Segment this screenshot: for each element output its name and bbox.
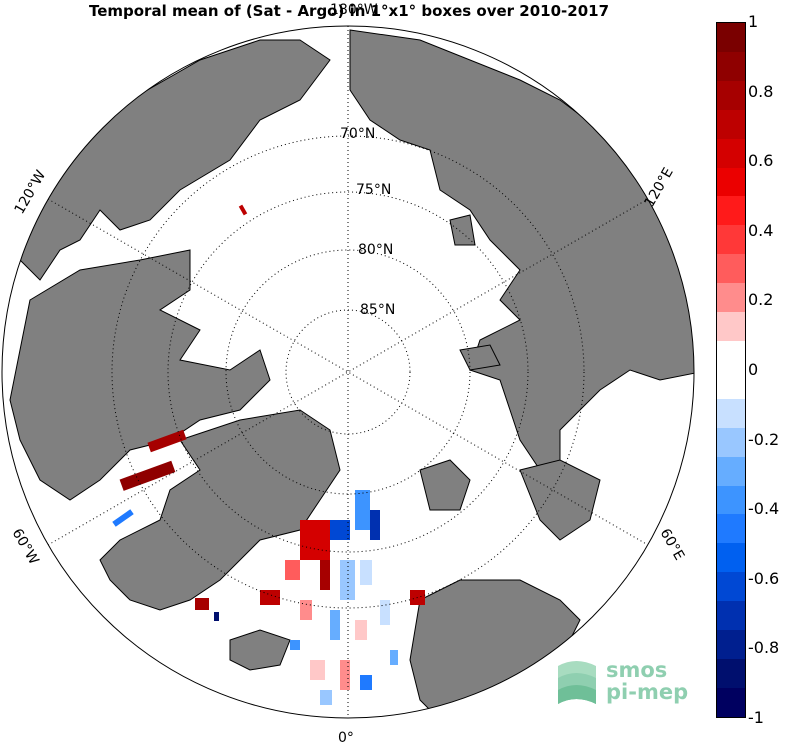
logo-text-pi-mep: pi-mep [606, 680, 689, 704]
colorbar-segment [717, 51, 745, 81]
colorbar-segment [717, 485, 745, 515]
colorbar-tick-label: -0.2 [748, 429, 780, 449]
colorbar-segment [717, 398, 745, 428]
colorbar [716, 22, 746, 718]
colorbar-segment [717, 283, 745, 313]
graticule [47, 26, 649, 718]
map-content: 70°N 75°N 80°N 85°N [9, 26, 694, 718]
lat-label-75: 75°N [356, 182, 391, 198]
smos-pi-mep-logo: smos pi-mep [556, 656, 706, 708]
land-iceland [229, 629, 291, 671]
map-border [1, 25, 695, 719]
colorbar-segment [717, 167, 745, 197]
land-masses [9, 29, 694, 718]
logo-wave-icon [558, 661, 596, 704]
colorbar-tick-label: 0.6 [748, 151, 774, 171]
colorbar-segment [717, 138, 745, 168]
colorbar-segment [717, 601, 745, 631]
colorbar-segment [717, 572, 745, 602]
colorbar-segment [717, 254, 745, 284]
colorbar-segment [717, 630, 745, 659]
colorbar-tick-label: -0.8 [748, 638, 780, 658]
lon-label-0: 0° [338, 730, 354, 746]
colorbar-tick-label: -1 [748, 708, 764, 727]
colorbar-segment [717, 340, 745, 370]
colorbar-tick-label: -0.4 [748, 499, 780, 519]
colorbar-tick-label: 0.2 [748, 290, 774, 310]
data-boxes [112, 204, 425, 705]
land-novaya-zemlya [519, 459, 601, 541]
land-severnaya [449, 214, 476, 246]
colorbar-segment [717, 225, 745, 255]
lon-label-60w: 60°W [9, 526, 42, 568]
colorbar-segment [717, 658, 745, 688]
colorbar-segment [717, 312, 745, 341]
colorbar-tick-label: 1 [748, 12, 759, 31]
polar-map: 70°N 75°N 80°N 85°N 180°W 120°W 120°E 60… [1, 2, 695, 746]
land-greenland [99, 409, 341, 611]
colorbar-tick-label: 0.8 [748, 81, 774, 101]
colorbar-tick-label: 0 [748, 360, 759, 379]
lon-label-120e: 120°E [642, 165, 677, 210]
lon-label-60e: 60°E [657, 526, 688, 563]
land-franz-josef [459, 344, 501, 371]
lat-label-70: 70°N [340, 126, 375, 142]
colorbar-segment [717, 23, 745, 52]
land-canadian-archipelago [9, 249, 271, 501]
colorbar-segment [717, 196, 745, 226]
colorbar-segment [717, 687, 745, 717]
colorbar-segment [717, 514, 745, 544]
lat-label-80: 80°N [358, 242, 393, 258]
colorbar-tick-label: -0.6 [748, 568, 780, 588]
colorbar-segment [717, 369, 745, 399]
map-title: Temporal mean of (Sat - Argo) in 1°x1° b… [88, 2, 610, 20]
colorbar-segment [717, 543, 745, 573]
colorbar-segment [717, 109, 745, 139]
colorbar-segment [717, 427, 745, 457]
lon-label-180w: 180°W [330, 2, 378, 18]
colorbar-segment [717, 80, 745, 110]
colorbar-segment [717, 456, 745, 486]
logo-text-smos: smos [606, 658, 668, 682]
lat-label-85: 85°N [360, 302, 395, 318]
colorbar-tick-label: 0.4 [748, 220, 774, 240]
land-svalbard [419, 459, 471, 511]
